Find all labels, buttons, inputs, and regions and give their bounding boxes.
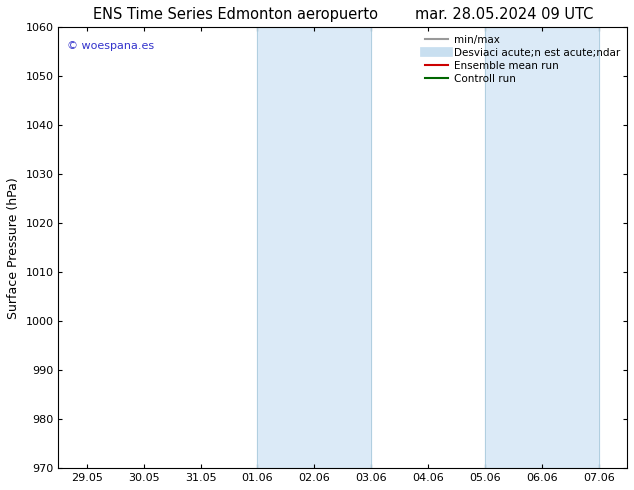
Legend: min/max, Desviaci acute;n est acute;ndar, Ensemble mean run, Controll run: min/max, Desviaci acute;n est acute;ndar…	[421, 30, 624, 88]
Text: © woespana.es: © woespana.es	[67, 41, 154, 50]
Bar	[257, 27, 371, 468]
Bar	[485, 27, 598, 468]
Y-axis label: Surface Pressure (hPa): Surface Pressure (hPa)	[7, 177, 20, 318]
Title: ENS Time Series Edmonton aeropuerto        mar. 28.05.2024 09 UTC: ENS Time Series Edmonton aeropuerto mar.…	[93, 7, 593, 22]
